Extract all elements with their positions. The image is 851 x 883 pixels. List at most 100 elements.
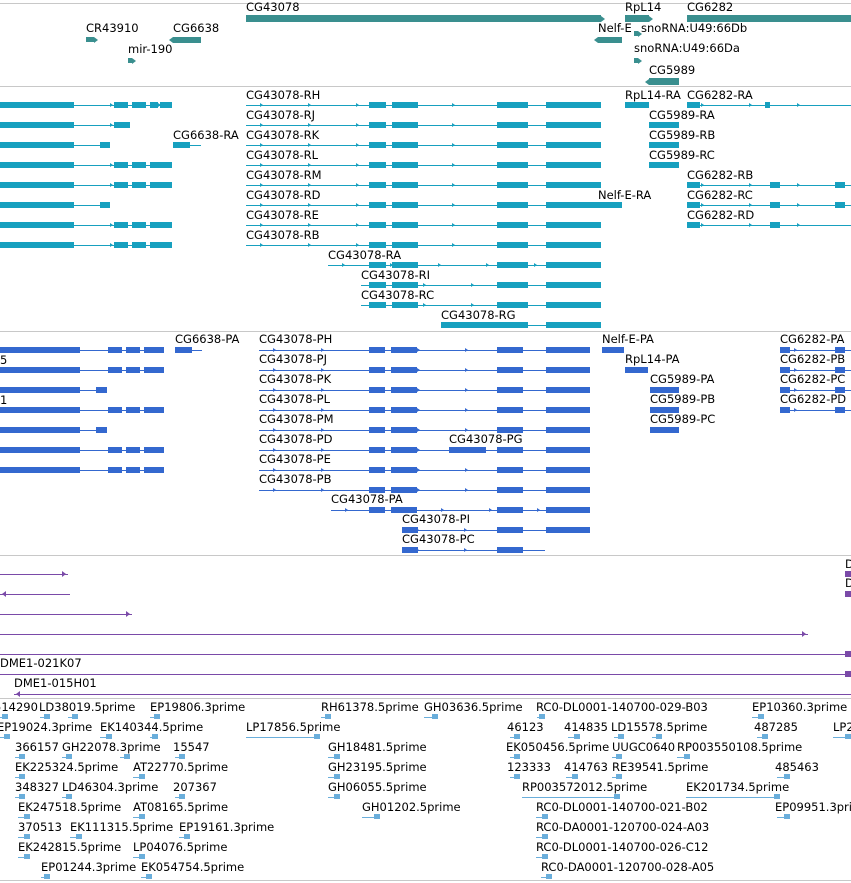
protein-exon[interactable] [96, 427, 107, 433]
est-label[interactable]: 15547 [173, 740, 210, 754]
protein-exon[interactable] [144, 467, 164, 473]
est-block[interactable] [24, 854, 30, 859]
clone-label[interactable]: D [845, 557, 851, 571]
protein-label[interactable]: CG43078-PA [331, 492, 403, 506]
transcript-exon[interactable] [497, 202, 528, 208]
est-label[interactable]: EK201734.5prime [686, 780, 790, 794]
protein-exon[interactable] [546, 467, 590, 473]
protein-label[interactable]: CG43078-PB [259, 472, 332, 486]
protein-exon[interactable] [402, 527, 418, 533]
est-block[interactable] [546, 874, 552, 879]
est-label[interactable]: RC0-DA0001-120700-024-A03 [536, 820, 710, 834]
transcript-exon[interactable] [497, 142, 528, 148]
protein-exon[interactable] [497, 547, 523, 553]
transcript-exon[interactable] [369, 122, 386, 128]
est-label[interactable]: EK054754.5prime [141, 860, 245, 874]
transcript-label[interactable]: CG43078-RE [246, 208, 319, 222]
est-block[interactable] [184, 834, 190, 839]
gene-feature[interactable] [625, 15, 649, 22]
protein-label[interactable]: CG6282-PB [780, 352, 846, 366]
protein-exon[interactable] [780, 347, 790, 353]
est-label[interactable]: GH18481.5prime [328, 740, 427, 754]
protein-exon[interactable] [175, 347, 192, 353]
gene-label[interactable]: CG5989 [649, 63, 696, 77]
transcript-exon[interactable] [0, 142, 74, 148]
transcript-exon[interactable] [835, 202, 845, 208]
est-label[interactable]: EK111315.5prime [70, 820, 174, 834]
est-label[interactable]: EP10360.3prime [752, 700, 848, 714]
est-block[interactable] [334, 754, 340, 759]
protein-exon[interactable] [546, 367, 590, 373]
est-label[interactable]: EP19806.3prime [150, 700, 246, 714]
protein-exon[interactable] [108, 367, 122, 373]
transcript-label[interactable]: CG43078-RJ [246, 108, 316, 122]
transcript-exon[interactable] [114, 182, 128, 188]
protein-exon[interactable] [144, 367, 164, 373]
transcript-exon[interactable] [765, 102, 770, 108]
protein-label[interactable]: CG5989-PC [650, 412, 716, 426]
gene-label[interactable]: CG6282 [687, 0, 734, 14]
est-block[interactable] [19, 754, 25, 759]
transcript-label[interactable]: RpL14-RA [625, 88, 681, 102]
est-label[interactable]: RP003572012.5prime [522, 780, 648, 794]
est-block[interactable] [152, 734, 158, 739]
protein-exon[interactable] [402, 547, 418, 553]
protein-exon[interactable] [369, 407, 385, 413]
est-label[interactable]: 46123 [507, 720, 544, 734]
protein-label[interactable]: CG6282-PC [780, 372, 846, 386]
gene-feature[interactable] [128, 58, 132, 63]
protein-exon[interactable] [391, 407, 417, 413]
protein-label[interactable]: CG43078-PL [259, 392, 331, 406]
protein-label[interactable]: 1 [0, 393, 8, 407]
clone-end[interactable] [845, 591, 851, 597]
protein-label[interactable]: CG43078-PK [259, 372, 332, 386]
est-block[interactable] [514, 734, 520, 739]
est-label[interactable]: LP2 [833, 720, 851, 734]
transcript-exon[interactable] [497, 162, 528, 168]
clone-label[interactable]: DME1-015H01 [14, 676, 97, 690]
transcript-exon[interactable] [369, 102, 386, 108]
est-block[interactable] [44, 714, 50, 719]
protein-exon[interactable] [449, 447, 486, 453]
protein-exon[interactable] [0, 367, 80, 373]
transcript-exon[interactable] [770, 222, 780, 228]
protein-exon[interactable] [391, 387, 417, 393]
protein-exon[interactable] [497, 427, 523, 433]
protein-exon[interactable] [835, 367, 845, 373]
protein-label[interactable]: Nelf-E-PA [602, 332, 654, 346]
protein-label[interactable]: CG43078-PM [259, 412, 334, 426]
transcript-exon[interactable] [369, 202, 386, 208]
transcript-exon[interactable] [100, 202, 110, 208]
transcript-exon[interactable] [392, 262, 418, 268]
est-block[interactable] [19, 774, 25, 779]
protein-exon[interactable] [546, 527, 590, 533]
protein-exon[interactable] [369, 487, 385, 493]
protein-exon[interactable] [369, 467, 385, 473]
est-label[interactable]: 514290 [0, 700, 38, 714]
transcript-label[interactable]: CG6638-RA [173, 128, 239, 142]
est-block[interactable] [514, 774, 520, 779]
est-label[interactable]: 485463 [775, 760, 819, 774]
est-block[interactable] [572, 774, 578, 779]
protein-exon[interactable] [497, 527, 523, 533]
est-block[interactable] [24, 834, 30, 839]
est-label[interactable]: EK225324.5prime [15, 760, 119, 774]
protein-exon[interactable] [126, 447, 140, 453]
est-label[interactable]: GH22078.3prime [62, 740, 161, 754]
transcript-exon[interactable] [392, 282, 418, 288]
protein-exon[interactable] [835, 407, 845, 413]
est-label[interactable]: LP04076.5prime [133, 840, 228, 854]
protein-exon[interactable] [0, 467, 80, 473]
protein-exon[interactable] [546, 407, 590, 413]
transcript-exon[interactable] [546, 182, 601, 188]
transcript-exon[interactable] [369, 242, 386, 248]
protein-exon[interactable] [0, 447, 80, 453]
transcript-label[interactable]: CG6282-RB [687, 168, 754, 182]
est-label[interactable]: RE39541.5prime [612, 760, 709, 774]
est-label[interactable]: AT08165.5prime [133, 800, 229, 814]
gene-label[interactable]: CR43910 [86, 21, 139, 35]
est-label[interactable]: EP01244.3prime [41, 860, 137, 874]
transcript-exon[interactable] [546, 142, 601, 148]
protein-exon[interactable] [546, 487, 590, 493]
transcript-exon[interactable] [546, 302, 601, 308]
